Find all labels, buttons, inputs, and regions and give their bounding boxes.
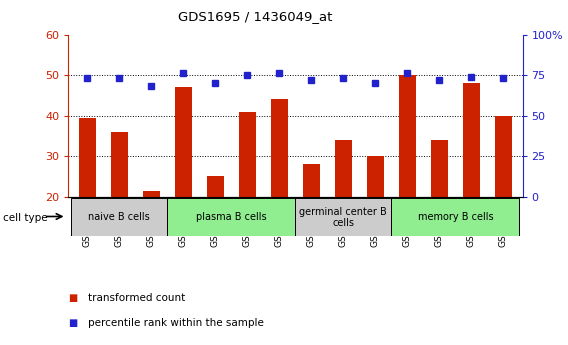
Bar — [168, 198, 295, 236]
Text: ■: ■ — [68, 294, 77, 303]
Bar — [207, 176, 224, 197]
Bar — [399, 75, 416, 197]
Text: cell type: cell type — [3, 213, 48, 223]
Text: memory B cells: memory B cells — [417, 213, 493, 222]
Text: transformed count: transformed count — [88, 294, 185, 303]
Bar — [391, 198, 519, 236]
Bar — [143, 190, 160, 197]
Text: plasma B cells: plasma B cells — [196, 213, 266, 222]
Bar — [462, 83, 480, 197]
Bar — [78, 118, 96, 197]
Text: GDS1695 / 1436049_at: GDS1695 / 1436049_at — [178, 10, 333, 23]
Bar — [72, 198, 168, 236]
Bar — [335, 140, 352, 197]
Text: naive B cells: naive B cells — [89, 213, 150, 222]
Bar — [174, 87, 192, 197]
Bar — [366, 156, 384, 197]
Bar — [270, 99, 288, 197]
Bar — [239, 111, 256, 197]
Text: germinal center B
cells: germinal center B cells — [299, 207, 387, 228]
Bar — [303, 164, 320, 197]
Bar — [111, 132, 128, 197]
Text: percentile rank within the sample: percentile rank within the sample — [88, 318, 264, 327]
Bar — [431, 140, 448, 197]
Text: ■: ■ — [68, 318, 77, 327]
Bar — [295, 198, 391, 236]
Bar — [495, 116, 512, 197]
